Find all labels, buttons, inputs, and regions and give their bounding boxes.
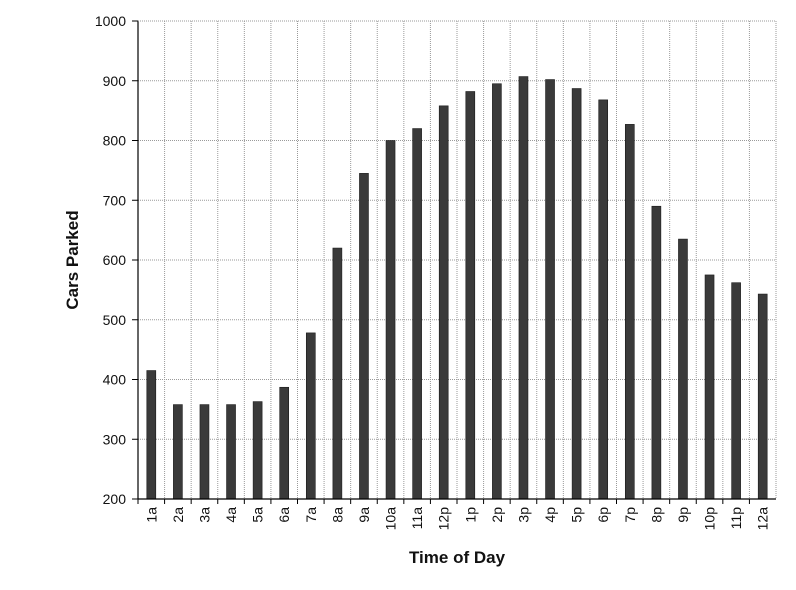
x-tick-label-12a: 12a bbox=[755, 507, 771, 531]
y-tick-label: 200 bbox=[103, 491, 127, 507]
y-tick-label: 500 bbox=[103, 312, 127, 328]
x-tick-label-10p: 10p bbox=[702, 507, 718, 531]
bar-7a bbox=[305, 332, 316, 500]
y-tick-label: 600 bbox=[103, 252, 127, 268]
x-axis-title: Time of Day bbox=[409, 548, 506, 567]
x-tick-labels: 1a 2a 3a 4a 5a 6a 7a 8a 9a 10a 11a 12p 1p 2p 3p 4p 5p 6p 7… bbox=[143, 507, 770, 531]
x-tick-label-3a: 3a bbox=[196, 507, 212, 523]
bar-4p bbox=[545, 79, 555, 500]
x-tick-label-2p: 2p bbox=[489, 507, 505, 523]
y-tick-labels: 200 300 400 500 600 700 800 900 1000 bbox=[95, 13, 126, 507]
x-tick-label-8p: 8p bbox=[648, 507, 664, 523]
y-tick-label: 900 bbox=[103, 73, 127, 89]
x-tick-label-12p: 12p bbox=[436, 507, 452, 531]
bar-11a bbox=[412, 128, 422, 500]
x-tick-label-11p: 11p bbox=[728, 507, 744, 530]
x-tick-label-7p: 7p bbox=[622, 507, 638, 523]
y-tick-label: 1000 bbox=[95, 13, 126, 29]
axes bbox=[132, 20, 777, 504]
x-tick-label-3p: 3p bbox=[515, 507, 531, 523]
y-tick-label: 800 bbox=[103, 133, 127, 149]
bar-6p bbox=[598, 99, 609, 500]
x-tick-label-10a: 10a bbox=[383, 507, 399, 531]
y-axis-title: Cars Parked bbox=[63, 210, 82, 309]
bar-5a bbox=[252, 401, 263, 500]
x-tick-label-1a: 1a bbox=[143, 507, 159, 523]
x-tick-label-1p: 1p bbox=[462, 507, 478, 523]
bar-11p bbox=[731, 282, 741, 500]
x-tick-label-7a: 7a bbox=[303, 507, 319, 523]
bar-8a bbox=[332, 247, 343, 500]
bar-8p bbox=[651, 205, 662, 500]
bar-3a bbox=[199, 404, 210, 500]
bar-1a bbox=[146, 370, 157, 500]
bar-9p bbox=[678, 238, 688, 500]
bar-3p bbox=[518, 76, 529, 500]
bar-12a bbox=[757, 293, 768, 500]
x-tick-label-4p: 4p bbox=[542, 507, 558, 523]
bar-1p bbox=[465, 91, 476, 500]
x-tick-label-5a: 5a bbox=[250, 507, 266, 523]
x-tick-label-5p: 5p bbox=[569, 507, 585, 523]
x-tick-label-11a: 11a bbox=[409, 507, 425, 530]
bar-10a bbox=[385, 140, 396, 500]
bar-10p bbox=[704, 274, 715, 500]
bar-12p bbox=[438, 105, 449, 500]
bar-7p bbox=[624, 124, 635, 500]
bar-9a bbox=[359, 173, 369, 500]
x-tick-label-2a: 2a bbox=[170, 507, 186, 523]
y-tick-label: 700 bbox=[103, 192, 127, 208]
y-tick-label: 400 bbox=[103, 372, 127, 388]
bar-2a bbox=[173, 404, 183, 500]
x-tick-label-4a: 4a bbox=[223, 507, 239, 523]
bar-4a bbox=[226, 404, 236, 500]
x-tick-label-8a: 8a bbox=[329, 507, 345, 523]
x-tick-label-6a: 6a bbox=[276, 507, 292, 523]
x-tick-label-9a: 9a bbox=[356, 507, 372, 523]
x-tick-label-6p: 6p bbox=[595, 507, 611, 523]
bar-6a bbox=[279, 386, 290, 500]
bar-2p bbox=[492, 83, 502, 500]
y-tick-label: 300 bbox=[103, 431, 127, 447]
x-tick-label-9p: 9p bbox=[675, 507, 691, 523]
bars bbox=[146, 76, 768, 500]
bar-5p bbox=[571, 88, 582, 500]
